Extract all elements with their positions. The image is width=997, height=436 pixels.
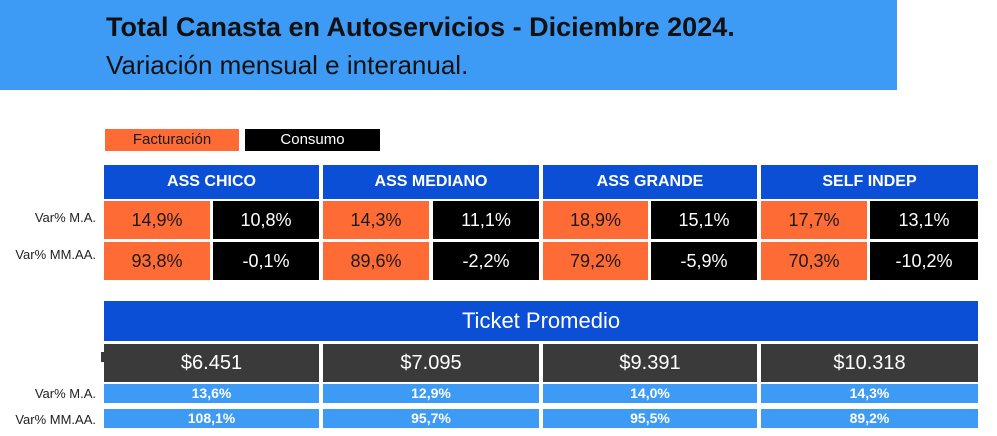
- ticket-row-label-mom: Var% M.A.: [34, 386, 96, 401]
- category-header-ass-chico: ASS CHICO: [104, 165, 319, 199]
- yoy-consumo-self-indep: -10,2%: [870, 242, 978, 280]
- category-header-ass-grande: ASS GRANDE: [543, 165, 757, 199]
- header-banner: Total Canasta en Autoservicios - Diciemb…: [0, 0, 897, 90]
- legend-facturacion: Facturación: [105, 129, 239, 151]
- ticket-yoy-ass-chico: 108,1%: [104, 409, 319, 428]
- category-header-self-indep: SELF INDEP: [761, 165, 978, 199]
- mom-facturacion-ass-chico: 14,9%: [104, 201, 210, 239]
- mom-facturacion-ass-mediano: 14,3%: [323, 201, 429, 239]
- page-subtitle: Variación mensual e interanual.: [106, 50, 469, 80]
- yoy-facturacion-ass-mediano: 89,6%: [323, 242, 429, 280]
- ticket-yoy-ass-mediano: 95,7%: [323, 409, 539, 428]
- ticket-yoy-ass-grande: 95,5%: [543, 409, 757, 428]
- ticket-row-label-yoy: Var% MM.AA.: [15, 412, 96, 427]
- yoy-facturacion-ass-grande: 79,2%: [543, 242, 648, 280]
- row-marker: [101, 352, 104, 362]
- yoy-facturacion-self-indep: 70,3%: [761, 242, 867, 280]
- ticket-mom-ass-mediano: 12,9%: [323, 384, 539, 403]
- yoy-consumo-ass-grande: -5,9%: [651, 242, 757, 280]
- yoy-consumo-ass-chico: -0,1%: [213, 242, 319, 280]
- ticket-mom-ass-grande: 14,0%: [543, 384, 757, 403]
- page-title: Total Canasta en Autoservicios - Diciemb…: [106, 12, 735, 42]
- mom-consumo-ass-chico: 10,8%: [213, 201, 319, 239]
- mom-consumo-ass-grande: 15,1%: [651, 201, 757, 239]
- legend-consumo: Consumo: [245, 129, 380, 151]
- ticket-ass-grande: $9.391: [543, 344, 757, 382]
- ticket-yoy-self-indep: 89,2%: [761, 409, 978, 428]
- ticket-ass-chico: $6.451: [104, 344, 319, 382]
- ticket-self-indep: $10.318: [761, 344, 978, 382]
- ticket-mom-ass-chico: 13,6%: [104, 384, 319, 403]
- yoy-facturacion-ass-chico: 93,8%: [104, 242, 210, 280]
- ticket-ass-mediano: $7.095: [323, 344, 539, 382]
- mom-facturacion-self-indep: 17,7%: [761, 201, 867, 239]
- row-label-mom: Var% M.A.: [34, 210, 96, 225]
- ticket-mom-self-indep: 14,3%: [761, 384, 978, 403]
- row-label-yoy: Var% MM.AA.: [15, 247, 96, 262]
- mom-consumo-ass-mediano: 11,1%: [433, 201, 539, 239]
- mom-consumo-self-indep: 13,1%: [870, 201, 978, 239]
- mom-facturacion-ass-grande: 18,9%: [543, 201, 648, 239]
- ticket-promedio-header: Ticket Promedio: [104, 301, 978, 341]
- category-header-ass-mediano: ASS MEDIANO: [323, 165, 539, 199]
- yoy-consumo-ass-mediano: -2,2%: [433, 242, 539, 280]
